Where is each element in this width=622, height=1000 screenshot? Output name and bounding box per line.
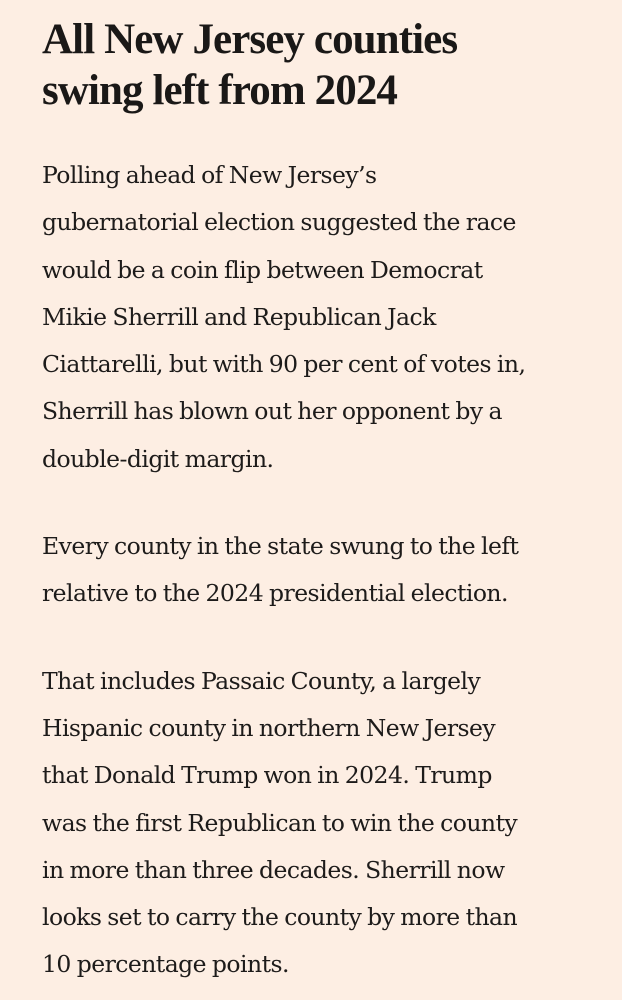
headline: All New Jersey counties swing left from … <box>42 14 582 116</box>
paragraph-line: would be a coin flip between Democrat <box>42 255 483 284</box>
paragraph-line: Ciattarelli, but with 90 per cent of vot… <box>42 350 526 379</box>
paragraph-line: Every county in the state swung to the l… <box>42 532 519 561</box>
paragraph-every-county: Every county in the state swung to the l… <box>42 523 582 618</box>
headline-line: swing left from 2024 <box>42 67 398 114</box>
paragraph-line: double-digit margin. <box>42 444 274 473</box>
paragraph-line: Sherrill has blown out her opponent by a <box>42 397 503 426</box>
paragraph-line: Polling ahead of New Jersey’s <box>42 161 377 189</box>
paragraph-line: looks set to carry the county by more th… <box>42 903 518 932</box>
article-body: Polling ahead of New Jersey’s gubernator… <box>42 152 582 989</box>
paragraph-line: Hispanic county in northern New Jersey <box>42 713 496 742</box>
paragraph-passaic: That includes Passaic County, a largely … <box>42 658 582 989</box>
paragraph-line: relative to the 2024 presidential electi… <box>42 579 508 608</box>
paragraph-line: that Donald Trump won in 2024. Trump <box>42 761 492 790</box>
paragraph-polling: Polling ahead of New Jersey’s gubernator… <box>42 152 582 483</box>
paragraph-line: That includes Passaic County, a largely <box>42 666 481 695</box>
paragraph-line: in more than three decades. Sherrill now <box>42 855 505 884</box>
paragraph-line: was the first Republican to win the coun… <box>42 808 518 837</box>
paragraph-line: Mikie Sherrill and Republican Jack <box>42 302 436 331</box>
paragraph-line: 10 percentage points. <box>42 950 289 979</box>
paragraph-line: gubernatorial election suggested the rac… <box>42 208 516 237</box>
headline-line: All New Jersey counties <box>42 16 458 63</box>
